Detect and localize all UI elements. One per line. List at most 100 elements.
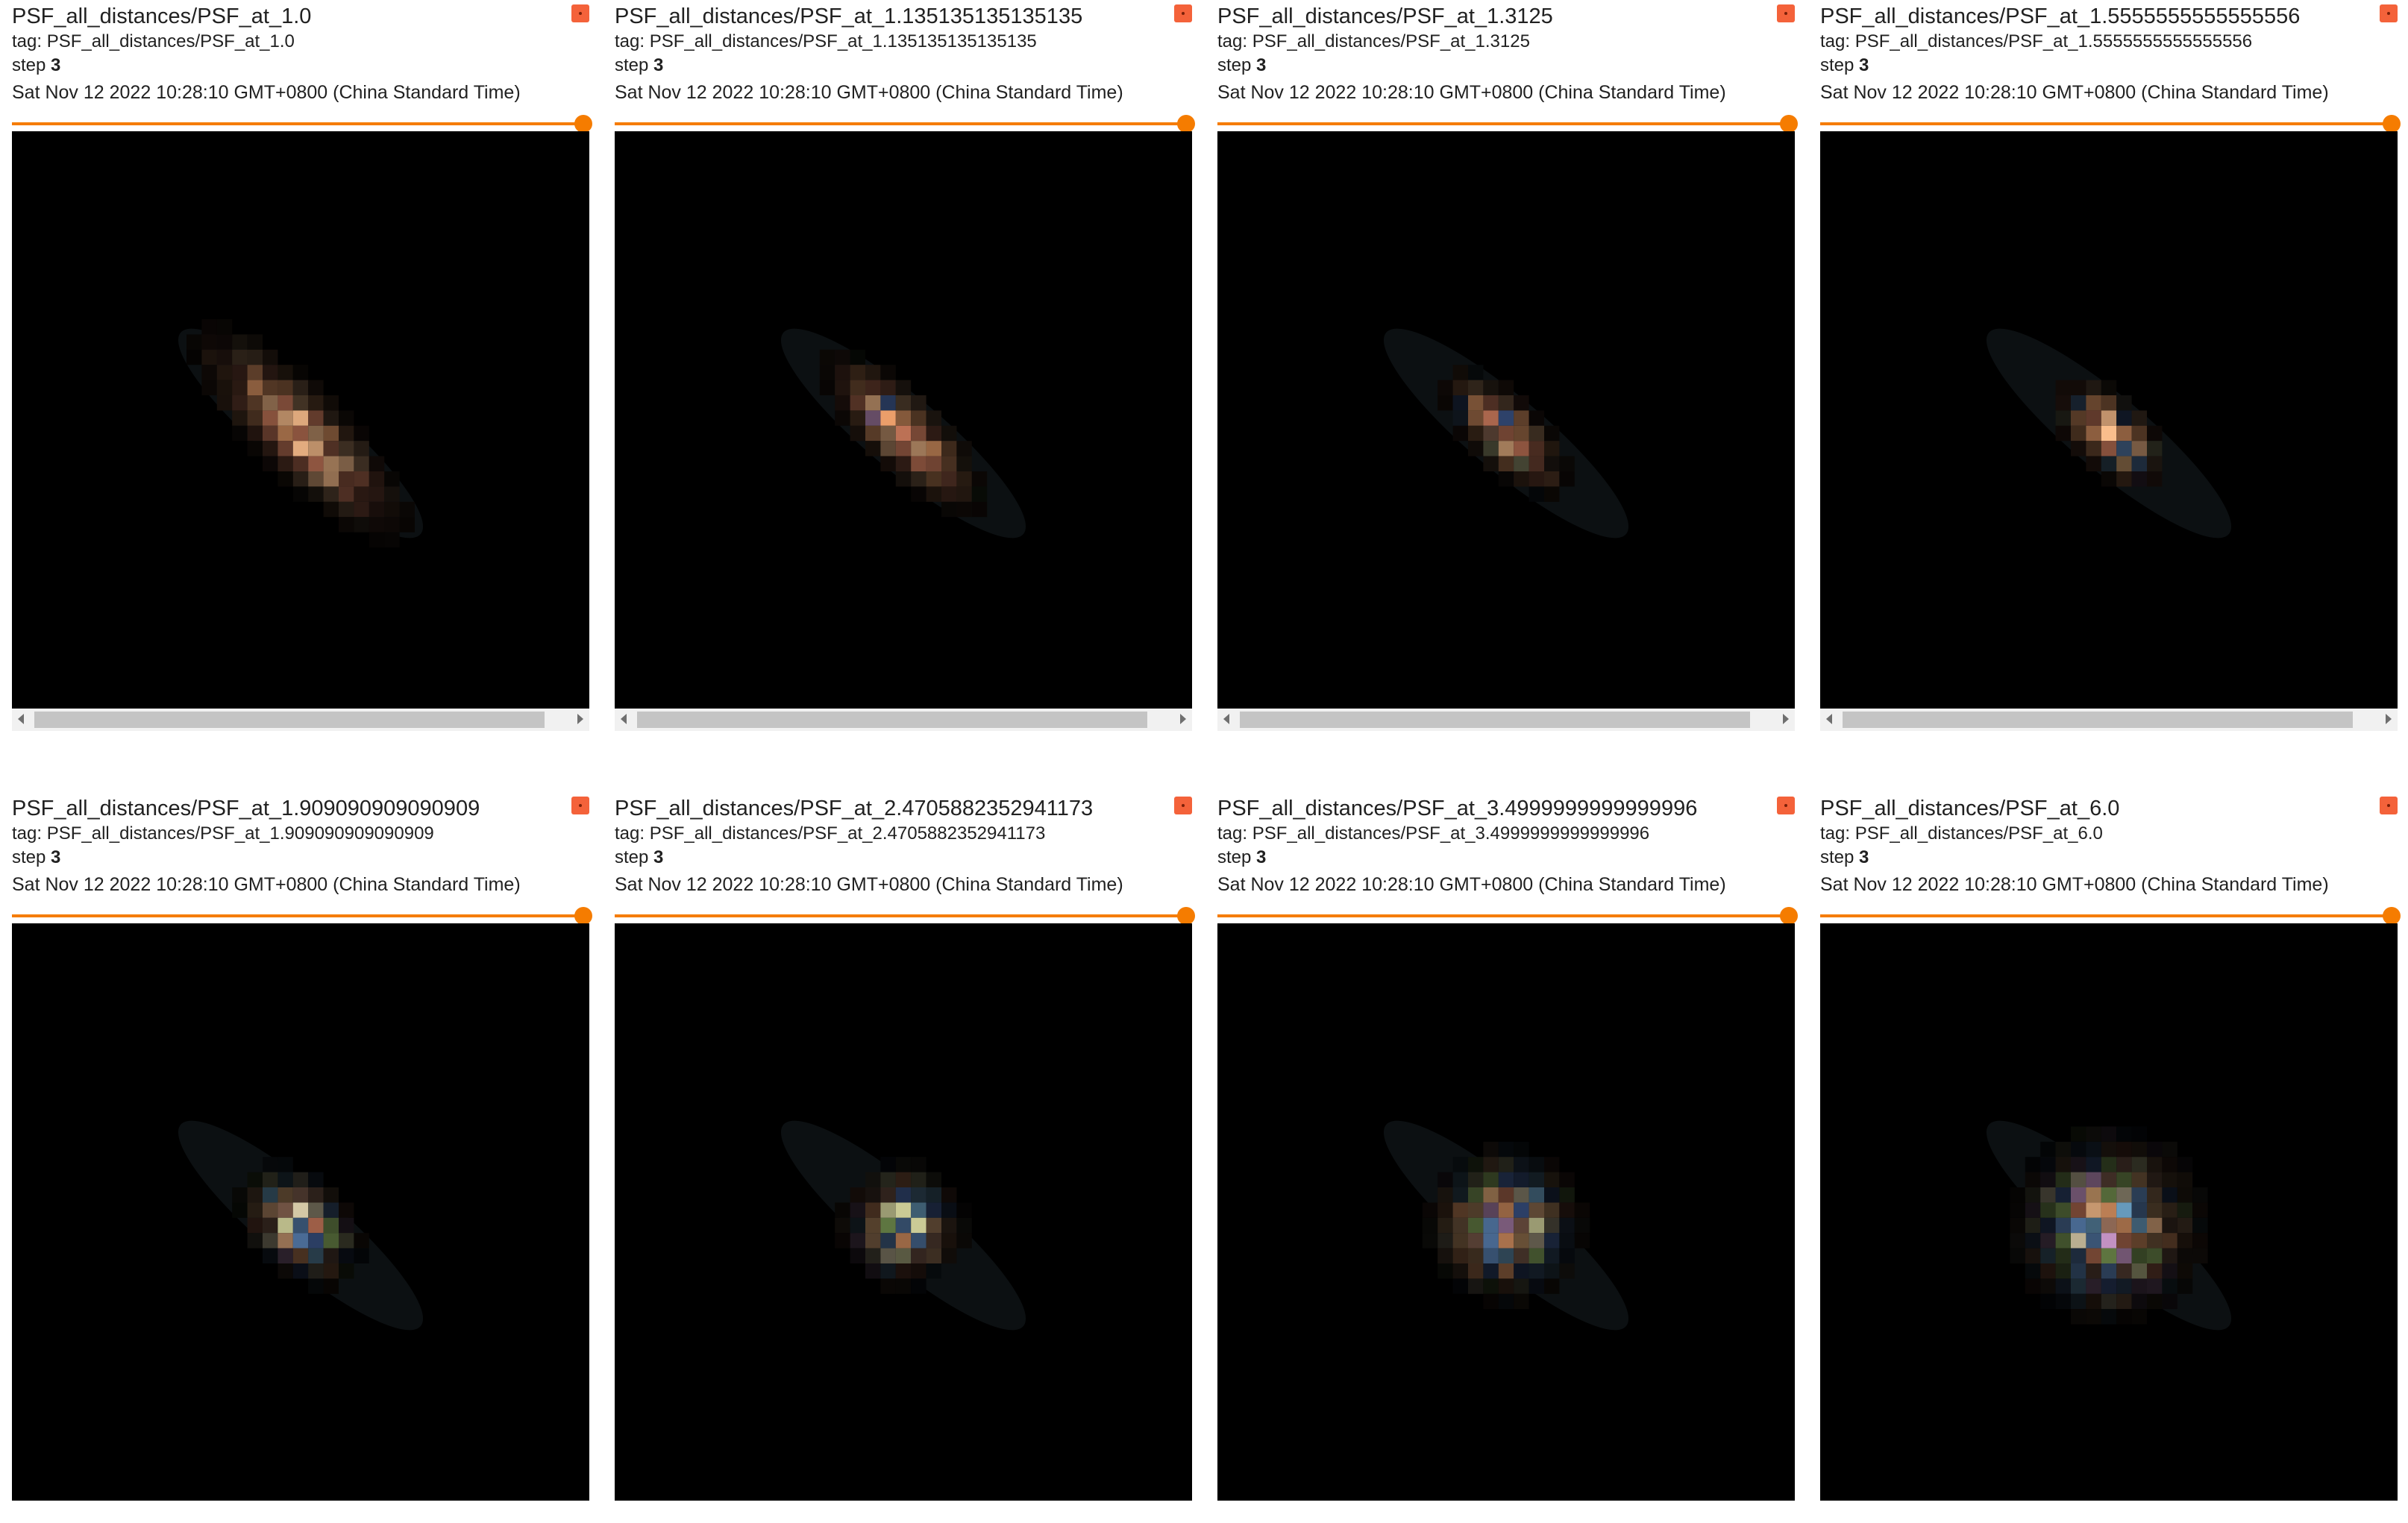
psf-pixel xyxy=(2131,1126,2147,1142)
psf-pixel xyxy=(339,1263,354,1279)
psf-pixel xyxy=(2071,1248,2086,1263)
psf-pixel xyxy=(2101,1157,2117,1172)
step-slider-thumb[interactable] xyxy=(2383,907,2401,925)
step-slider-thumb[interactable] xyxy=(2383,115,2401,133)
psf-pixel xyxy=(926,471,941,487)
pin-icon[interactable] xyxy=(2380,797,2398,814)
psf-pixel xyxy=(308,1263,324,1279)
psf-pixel xyxy=(2192,1248,2208,1263)
horizontal-scrollbar[interactable] xyxy=(12,709,589,731)
psf-pixel xyxy=(1544,1233,1560,1249)
chevron-left-icon[interactable] xyxy=(621,714,627,724)
step-slider-thumb[interactable] xyxy=(574,907,592,925)
chevron-right-icon[interactable] xyxy=(577,714,583,724)
psf-pixel xyxy=(880,1157,896,1172)
pin-icon[interactable] xyxy=(1174,797,1192,814)
psf-pixel xyxy=(1498,395,1514,411)
card-title: PSF_all_distances/PSF_at_1.3125 xyxy=(1217,4,1553,28)
chevron-left-icon[interactable] xyxy=(18,714,24,724)
psf-pixel xyxy=(308,425,324,442)
step-slider-thumb[interactable] xyxy=(1780,907,1798,925)
psf-pixel xyxy=(1528,1263,1544,1279)
psf-image-canvas xyxy=(1383,1120,1629,1331)
psf-pixel xyxy=(263,1187,278,1203)
psf-pixel xyxy=(323,1187,339,1203)
pin-icon[interactable] xyxy=(2380,4,2398,22)
step-slider[interactable] xyxy=(12,115,592,133)
horizontal-scrollbar[interactable] xyxy=(615,709,1192,731)
psf-pixel xyxy=(1468,1172,1484,1187)
psf-pixel xyxy=(384,517,400,533)
psf-pixel xyxy=(1483,410,1499,426)
psf-pixel xyxy=(2025,1172,2041,1187)
psf-pixel xyxy=(2086,1293,2101,1310)
psf-pixel xyxy=(2101,425,2117,442)
chevron-left-icon[interactable] xyxy=(1826,714,1832,724)
step-slider[interactable] xyxy=(1217,907,1798,925)
step-slider-thumb[interactable] xyxy=(1177,115,1195,133)
card-step: step 3 xyxy=(1820,847,1869,868)
psf-pixel xyxy=(1544,456,1560,471)
psf-pixel xyxy=(2177,1248,2193,1263)
scrollbar-thumb[interactable] xyxy=(1240,712,1750,728)
pin-icon[interactable] xyxy=(1174,4,1192,22)
psf-pixel xyxy=(339,471,354,487)
step-slider-thumb[interactable] xyxy=(1177,907,1195,925)
scrollbar-thumb[interactable] xyxy=(1843,712,2353,728)
psf-pixel xyxy=(926,410,941,426)
step-slider[interactable] xyxy=(1217,115,1798,133)
psf-pixel xyxy=(2025,1233,2041,1249)
psf-pixel xyxy=(2086,1172,2101,1187)
step-slider[interactable] xyxy=(1820,115,2401,133)
psf-pixel xyxy=(941,501,957,518)
psf-pixel xyxy=(1452,365,1468,380)
psf-pixel xyxy=(941,1217,957,1234)
psf-pixel xyxy=(2101,1141,2117,1158)
step-slider-track xyxy=(1217,122,1787,125)
chevron-left-icon[interactable] xyxy=(1223,714,1229,724)
psf-pixel xyxy=(2131,1187,2147,1203)
psf-pixel xyxy=(1498,380,1514,395)
psf-pixel xyxy=(2162,1187,2177,1203)
step-slider[interactable] xyxy=(615,115,1195,133)
psf-pixel xyxy=(1452,1248,1468,1263)
pin-icon[interactable] xyxy=(571,797,589,814)
scrollbar-thumb[interactable] xyxy=(34,712,545,728)
step-slider[interactable] xyxy=(615,907,1195,925)
chevron-right-icon[interactable] xyxy=(1783,714,1789,724)
psf-pixel xyxy=(2147,456,2163,471)
psf-image-canvas xyxy=(1986,328,2232,538)
psf-pixel xyxy=(292,1187,309,1203)
psf-pixel xyxy=(232,334,248,350)
horizontal-scrollbar[interactable] xyxy=(1820,709,2398,731)
psf-pixel xyxy=(1559,456,1575,471)
psf-pixel xyxy=(2177,1278,2193,1294)
psf-pixel xyxy=(292,471,309,487)
psf-pixel xyxy=(1483,1293,1499,1310)
scrollbar-thumb[interactable] xyxy=(637,712,1147,728)
step-slider[interactable] xyxy=(1820,907,2401,925)
chevron-right-icon[interactable] xyxy=(1180,714,1186,724)
horizontal-scrollbar[interactable] xyxy=(1217,709,1795,731)
psf-pixel xyxy=(2116,1157,2132,1172)
psf-pixel xyxy=(880,1217,896,1234)
step-slider[interactable] xyxy=(12,907,592,925)
chevron-right-icon[interactable] xyxy=(2386,714,2392,724)
step-label: step xyxy=(12,55,46,75)
step-slider-thumb[interactable] xyxy=(1780,115,1798,133)
pin-icon[interactable] xyxy=(1777,4,1795,22)
psf-pixel xyxy=(216,395,233,411)
psf-pixel xyxy=(911,486,926,502)
psf-pixel xyxy=(2116,1187,2132,1203)
psf-pixel xyxy=(1437,1187,1453,1203)
pin-icon[interactable] xyxy=(571,4,589,22)
psf-pixel xyxy=(2071,1202,2086,1218)
psf-pixel xyxy=(895,456,912,471)
psf-pixel xyxy=(2162,1263,2177,1279)
psf-pixel xyxy=(1468,380,1484,395)
step-slider-thumb[interactable] xyxy=(574,115,592,133)
psf-pixel xyxy=(292,425,309,442)
psf-pixel xyxy=(2055,1172,2071,1187)
psf-pixel xyxy=(1528,1172,1544,1187)
pin-icon[interactable] xyxy=(1777,797,1795,814)
